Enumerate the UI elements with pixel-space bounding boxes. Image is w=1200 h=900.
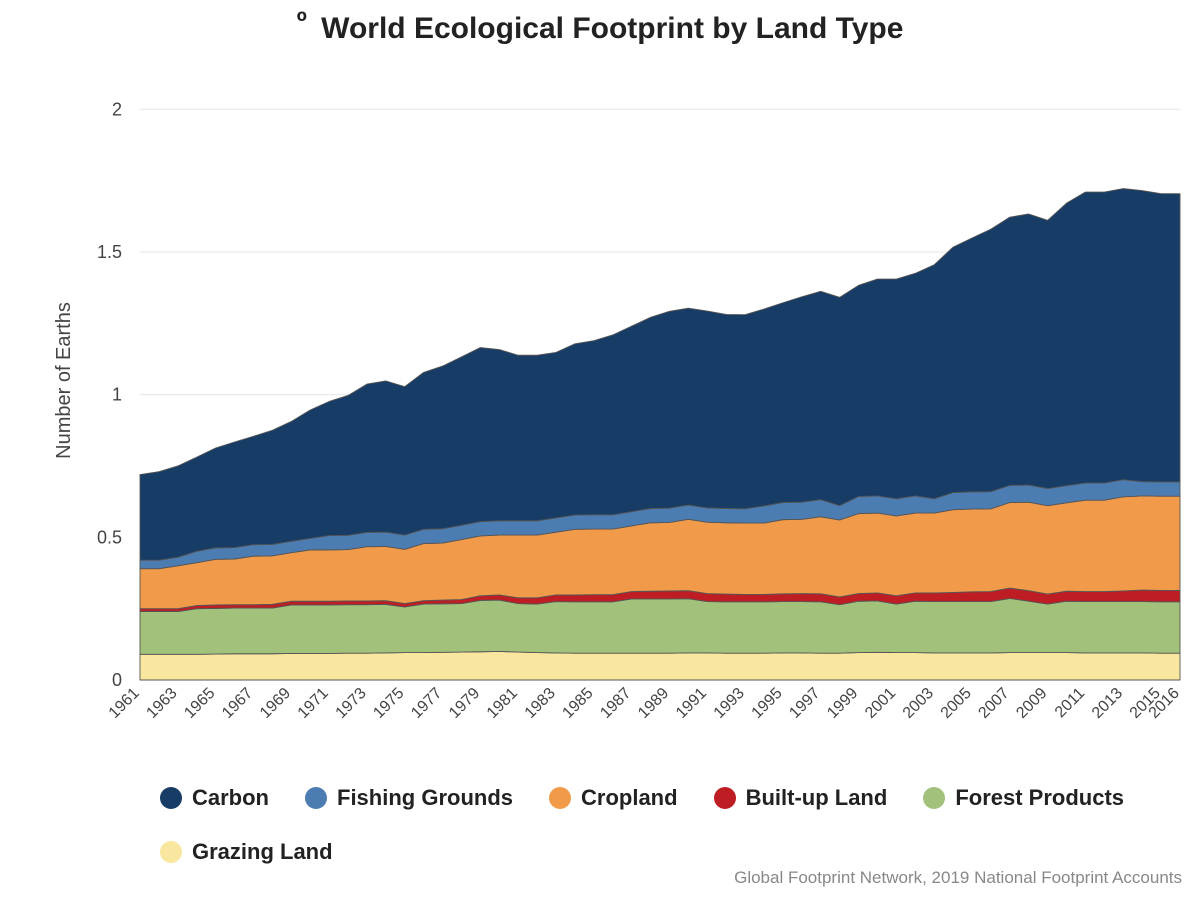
x-tick-label: 1981 xyxy=(484,685,521,722)
x-tick-label: 1991 xyxy=(673,685,710,722)
x-tick-label: 2013 xyxy=(1089,685,1126,722)
x-tick-label: 1983 xyxy=(522,685,559,722)
legend-swatch xyxy=(714,787,736,809)
legend-swatch xyxy=(160,787,182,809)
x-tick-label: 1967 xyxy=(219,685,256,722)
y-tick-label: 1.5 xyxy=(97,242,122,262)
attribution-text: Global Footprint Network, 2019 National … xyxy=(734,868,1182,888)
x-tick-label: 1963 xyxy=(143,685,180,722)
legend-swatch xyxy=(305,787,327,809)
area-grazing-land xyxy=(140,651,1180,680)
legend-label: Cropland xyxy=(581,785,678,811)
legend-item[interactable]: Fishing Grounds xyxy=(305,785,513,811)
x-tick-label: 1999 xyxy=(824,685,861,722)
y-tick-label: 1 xyxy=(112,385,122,405)
legend-label: Built-up Land xyxy=(746,785,888,811)
x-tick-label: 1965 xyxy=(181,685,218,722)
legend-item[interactable]: Built-up Land xyxy=(714,785,888,811)
legend-item[interactable]: Carbon xyxy=(160,785,269,811)
legend: Carbon Fishing Grounds Cropland Built-up La… xyxy=(160,785,1160,865)
x-tick-label: 1979 xyxy=(446,685,483,722)
x-tick-label: 1961 xyxy=(106,685,143,722)
legend-label: Fishing Grounds xyxy=(337,785,513,811)
legend-swatch xyxy=(549,787,571,809)
chart-container: º World Ecological Footprint by Land Typ… xyxy=(0,0,1200,900)
legend-swatch xyxy=(160,841,182,863)
x-tick-label: 1973 xyxy=(333,685,370,722)
y-tick-label: 0.5 xyxy=(97,527,122,547)
legend-swatch xyxy=(923,787,945,809)
x-tick-label: 2011 xyxy=(1052,685,1088,721)
legend-item[interactable]: Cropland xyxy=(549,785,678,811)
x-tick-label: 2005 xyxy=(938,685,975,722)
y-tick-label: 2 xyxy=(112,99,122,119)
area-forest-products xyxy=(140,598,1180,654)
x-tick-label: 1971 xyxy=(295,685,332,722)
x-tick-label: 2007 xyxy=(975,685,1012,722)
x-tick-label: 1975 xyxy=(370,685,407,722)
legend-item[interactable]: Grazing Land xyxy=(160,839,333,865)
x-tick-label: 2009 xyxy=(1013,685,1050,722)
legend-label: Forest Products xyxy=(955,785,1124,811)
x-tick-label: 1987 xyxy=(597,685,634,722)
x-tick-label: 1995 xyxy=(749,685,786,722)
legend-label: Carbon xyxy=(192,785,269,811)
legend-label: Grazing Land xyxy=(192,839,333,865)
plot-svg: 00.511.521961196319651967196919711973197… xyxy=(0,0,1200,900)
x-tick-label: 2003 xyxy=(900,685,937,722)
x-tick-label: 1997 xyxy=(786,685,823,722)
x-tick-label: 1969 xyxy=(257,685,294,722)
x-tick-label: 1993 xyxy=(711,685,748,722)
legend-item[interactable]: Forest Products xyxy=(923,785,1124,811)
x-tick-label: 1989 xyxy=(635,685,672,722)
x-tick-label: 2001 xyxy=(862,685,899,722)
y-tick-label: 0 xyxy=(112,670,122,690)
x-tick-label: 1985 xyxy=(559,685,596,722)
x-tick-label: 1977 xyxy=(408,685,445,722)
